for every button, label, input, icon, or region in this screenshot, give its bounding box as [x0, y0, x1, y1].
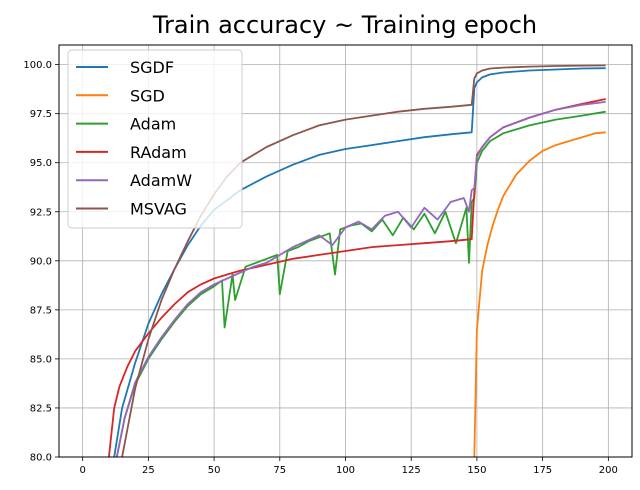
x-tick-label: 150	[467, 465, 486, 476]
legend: SGDF SGD Adam RAdam AdamW MSVAG	[67, 49, 243, 229]
legend-label: AdamW	[130, 171, 192, 190]
y-tick-label: 90.0	[30, 256, 52, 267]
x-tick-label: 50	[208, 465, 221, 476]
x-tick-label: 0	[79, 465, 85, 476]
y-tick-label: 92.5	[30, 207, 52, 218]
series-line-adamw	[115, 101, 606, 457]
series-line-msvag	[121, 64, 606, 457]
y-tick-label: 87.5	[30, 305, 52, 316]
y-tick-label: 95.0	[30, 158, 52, 169]
legend-label: RAdam	[130, 143, 187, 162]
legend-box	[67, 49, 243, 229]
grid	[59, 45, 632, 458]
axis-ticks: 0 25 50 75 100 125 150 175 200 80.0 82.5 85.0 87.5 90…	[23, 60, 618, 476]
y-tick-label: 80.0	[30, 453, 52, 464]
y-tick-label: 85.0	[30, 354, 52, 365]
legend-label: MSVAG	[130, 200, 187, 219]
legend-label: SGD	[130, 86, 165, 105]
x-tick-label: 100	[336, 465, 355, 476]
chart-title: Train accuracy ~ Training epoch	[152, 11, 537, 39]
y-tick-label: 97.5	[30, 109, 52, 120]
series-line-sgd	[473, 131, 606, 457]
x-tick-label: 200	[599, 465, 618, 476]
legend-label: SGDF	[130, 58, 174, 77]
x-tick-label: 75	[273, 465, 286, 476]
series-group	[108, 64, 606, 457]
y-tick-label: 100.0	[23, 60, 52, 71]
x-tick-label: 25	[142, 465, 155, 476]
legend-label: Adam	[130, 115, 176, 134]
series-line-sgdf	[113, 67, 606, 457]
x-tick-label: 175	[533, 465, 552, 476]
y-tick-label: 82.5	[30, 403, 52, 414]
x-tick-label: 125	[402, 465, 421, 476]
